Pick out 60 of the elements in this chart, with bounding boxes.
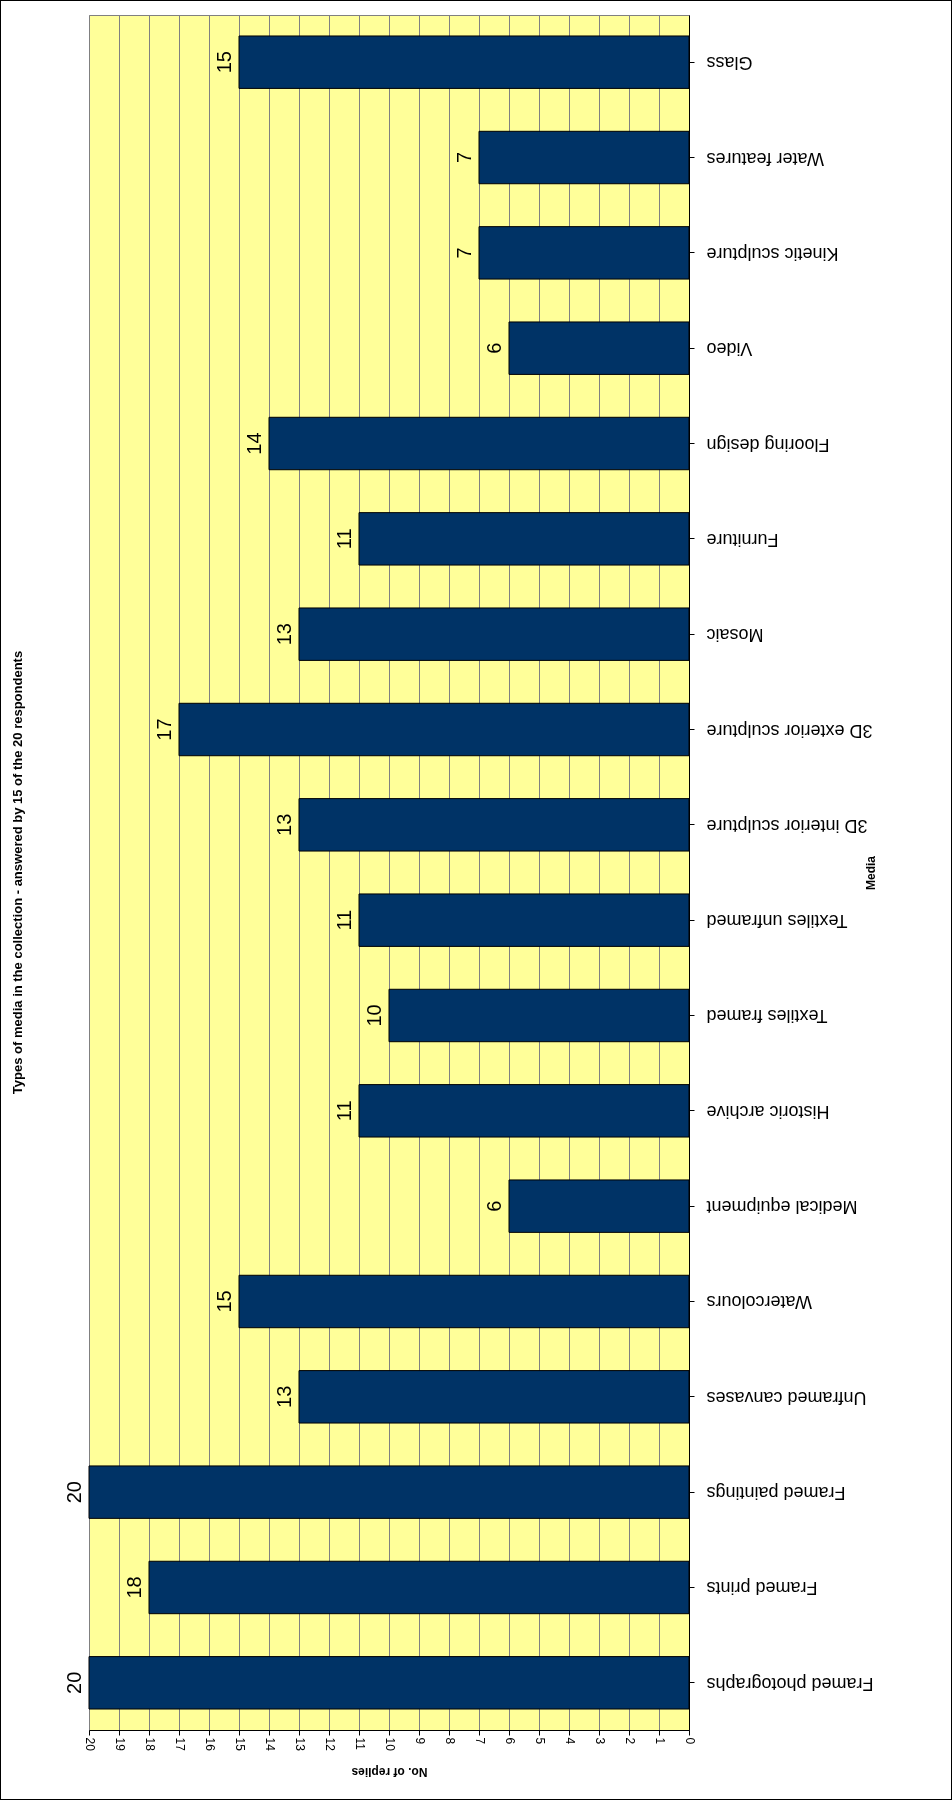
data-label: 11 xyxy=(333,528,355,550)
x-tick-label: 18 xyxy=(142,1737,157,1752)
x-tick-label: 1 xyxy=(652,1737,667,1745)
data-label: 18 xyxy=(123,1576,145,1599)
x-tick-label: 8 xyxy=(442,1737,457,1745)
x-tick-label: 4 xyxy=(562,1737,577,1745)
y-axis-title: Media xyxy=(863,855,878,891)
y-tick-label: Framed paintings xyxy=(706,1483,846,1504)
y-tick-label: Textiles framed xyxy=(706,1006,828,1027)
y-tick-label: Textiles unframed xyxy=(706,911,848,932)
data-label: 15 xyxy=(213,1290,235,1313)
y-tick-label: Glass xyxy=(706,53,753,74)
data-label: 10 xyxy=(363,1004,385,1027)
y-tick-label: Historic archive xyxy=(706,1101,830,1122)
y-tick-label: Video xyxy=(706,339,753,360)
x-tick-label: 16 xyxy=(202,1737,217,1752)
x-axis-title: No. of replies xyxy=(351,1764,428,1779)
y-tick-label: Watercolours xyxy=(706,1292,812,1313)
x-tick-label: 15 xyxy=(232,1737,247,1752)
x-tick-label: 9 xyxy=(412,1737,427,1745)
y-tick-label: Flooring design xyxy=(706,434,830,455)
data-label: 7 xyxy=(453,151,475,164)
x-tick-label: 11 xyxy=(352,1737,367,1751)
data-label: 15 xyxy=(213,51,235,74)
x-tick-label: 6 xyxy=(502,1737,517,1745)
x-tick-label: 5 xyxy=(532,1737,547,1745)
data-label: 13 xyxy=(273,1385,295,1408)
y-tick-label: Framed photographs xyxy=(706,1673,874,1694)
data-label: 17 xyxy=(153,718,175,741)
x-tick-label: 19 xyxy=(112,1737,127,1752)
y-tick-label: Framed prints xyxy=(706,1578,818,1599)
y-tick-label: 3D interior sculpture xyxy=(706,815,868,836)
y-tick-label: Mosaic xyxy=(706,625,764,646)
data-label: 14 xyxy=(243,432,265,455)
y-tick-label: 3D exterior sculpture xyxy=(706,720,873,741)
y-tick-label: Water features xyxy=(706,148,824,169)
data-label: 20 xyxy=(63,1671,85,1694)
x-tick-label: 0 xyxy=(682,1737,697,1745)
x-tick-label: 2 xyxy=(622,1737,637,1745)
data-label: 11 xyxy=(333,909,355,931)
x-tick-label: 12 xyxy=(322,1737,337,1752)
x-tick-label: 3 xyxy=(592,1737,607,1745)
data-label: 7 xyxy=(453,247,475,259)
data-label: 13 xyxy=(273,623,295,646)
data-label: 13 xyxy=(273,813,295,836)
x-tick-label: 14 xyxy=(262,1737,277,1752)
x-tick-label: 17 xyxy=(172,1737,187,1752)
y-tick-label: Furniture xyxy=(706,529,779,550)
data-label: 20 xyxy=(63,1481,85,1504)
x-tick-label: 7 xyxy=(472,1737,487,1745)
y-tick-label: Unframed canvases xyxy=(706,1387,867,1408)
y-tick-label: Kinetic sculpture xyxy=(706,243,839,264)
text: Types of media in the collection - answered by 15 of the 20 respondents xyxy=(10,650,25,1095)
y-tick-label: Medical equipment xyxy=(706,1197,858,1218)
x-tick-label: 20 xyxy=(82,1737,97,1752)
x-tick-label: 10 xyxy=(382,1737,397,1752)
data-label: 11 xyxy=(333,1100,355,1122)
data-label: 6 xyxy=(483,342,505,354)
x-tick-label: 13 xyxy=(292,1737,307,1752)
data-label: 6 xyxy=(483,1200,505,1212)
